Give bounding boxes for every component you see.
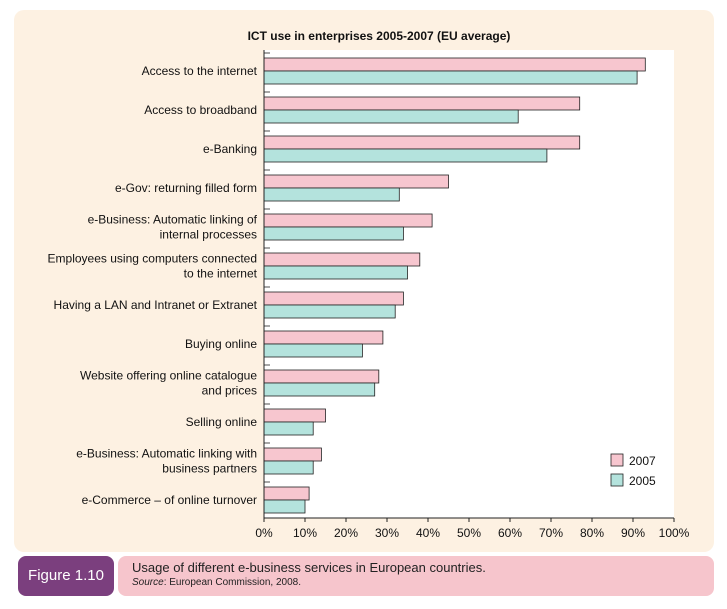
category-label: e-Business: Automatic linking of internal… xyxy=(88,213,258,242)
category-label-line: Employees using computers connected xyxy=(48,252,257,266)
category-label-line: to the internet xyxy=(184,267,258,281)
chart-panel: ICT use in enterprises 2005-2007 (EU ave… xyxy=(14,10,714,552)
x-tick-label: 90% xyxy=(621,526,645,540)
figure-caption-box: Usage of different e-business services i… xyxy=(118,556,714,596)
figure-source: Source: European Commission, 2008. xyxy=(132,577,301,588)
bar-2005-8 xyxy=(263,382,376,397)
bar-2005-11 xyxy=(263,499,306,514)
category-label: e-Business: Automatic linking with busine… xyxy=(76,447,257,476)
plot-area xyxy=(264,50,674,518)
bar-2005-5 xyxy=(263,265,408,280)
bar-2007-4 xyxy=(263,213,433,228)
category-label-line: Website offering online catalogue xyxy=(80,369,257,383)
category-label-line: Selling online xyxy=(186,415,258,429)
source-label: Source xyxy=(132,577,164,588)
category-label: e-Gov: returning filled form xyxy=(115,181,257,195)
source-text: : European Commission, 2008. xyxy=(163,577,301,588)
figure-caption: Usage of different e-business services i… xyxy=(132,560,486,575)
x-tick-label: 80% xyxy=(580,526,604,540)
x-tick-label: 40% xyxy=(416,526,440,540)
category-label-line: e-Gov: returning filled form xyxy=(115,181,257,195)
bar-2005-4 xyxy=(263,226,404,241)
bar-2007-8 xyxy=(263,369,380,384)
legend-label-2005: 2005 xyxy=(629,474,656,488)
category-label-line: e-Commerce – of online turnover xyxy=(82,493,257,507)
bar-2007-2 xyxy=(263,135,581,150)
bar-2005-9 xyxy=(263,421,314,436)
bar-2005-7 xyxy=(263,343,363,358)
legend-label-2007: 2007 xyxy=(629,454,656,468)
bar-2005-6 xyxy=(263,304,396,319)
figure-caption-bar: Figure 1.10 Usage of different e-busines… xyxy=(14,556,714,596)
legend-swatch-2005 xyxy=(610,473,624,487)
category-label: Selling online xyxy=(186,415,258,429)
bar-2005-1 xyxy=(263,109,519,124)
bar-2007-11 xyxy=(263,486,310,501)
category-label: Employees using computers connected to th… xyxy=(48,252,258,281)
bar-2007-0 xyxy=(263,57,646,72)
category-label-line: Access to broadband xyxy=(144,103,257,117)
bar-2007-5 xyxy=(263,252,421,267)
legend-swatch-2007 xyxy=(610,453,624,467)
category-label-line: Access to the internet xyxy=(142,64,258,78)
bar-2005-3 xyxy=(263,187,400,202)
bar-2007-7 xyxy=(263,330,384,345)
category-label-line: internal processes xyxy=(160,228,257,242)
x-tick-label: 0% xyxy=(255,526,273,540)
bar-2007-10 xyxy=(263,447,322,462)
category-label: Website offering online catalogue and pri… xyxy=(80,369,257,398)
category-label: Access to broadband xyxy=(144,103,257,117)
bar-2005-2 xyxy=(263,148,548,163)
category-label-line: Having a LAN and Intranet or Extranet xyxy=(54,298,258,312)
bar-2007-6 xyxy=(263,291,404,306)
bar-2007-1 xyxy=(263,96,581,111)
category-label: e-Banking xyxy=(203,142,257,156)
x-tick-label: 60% xyxy=(498,526,522,540)
chart-title: ICT use in enterprises 2005-2007 (EU ave… xyxy=(248,29,511,43)
x-tick-label: 70% xyxy=(539,526,563,540)
category-label: Buying online xyxy=(185,337,257,351)
category-label: e-Commerce – of online turnover xyxy=(82,493,257,507)
x-tick-label: 100% xyxy=(659,526,690,540)
x-tick-label: 50% xyxy=(457,526,481,540)
category-label: Having a LAN and Intranet or Extranet xyxy=(54,298,258,312)
category-label-line: e-Business: Automatic linking of xyxy=(88,213,258,227)
category-label: Access to the internet xyxy=(142,64,258,78)
x-tick-label: 20% xyxy=(334,526,358,540)
bar-2007-9 xyxy=(263,408,326,423)
bar-2005-10 xyxy=(263,460,314,475)
category-label-line: e-Banking xyxy=(203,142,257,156)
x-tick-label: 30% xyxy=(375,526,399,540)
x-tick-label: 10% xyxy=(293,526,317,540)
figure-label: Figure 1.10 xyxy=(18,556,114,596)
category-label-line: business partners xyxy=(162,462,257,476)
category-label-line: and prices xyxy=(202,384,257,398)
bar-2005-0 xyxy=(263,70,638,85)
bar-chart: ICT use in enterprises 2005-2007 (EU ave… xyxy=(48,29,690,540)
bar-2007-3 xyxy=(263,174,449,189)
category-label-line: e-Business: Automatic linking with xyxy=(76,447,257,461)
category-label-line: Buying online xyxy=(185,337,257,351)
